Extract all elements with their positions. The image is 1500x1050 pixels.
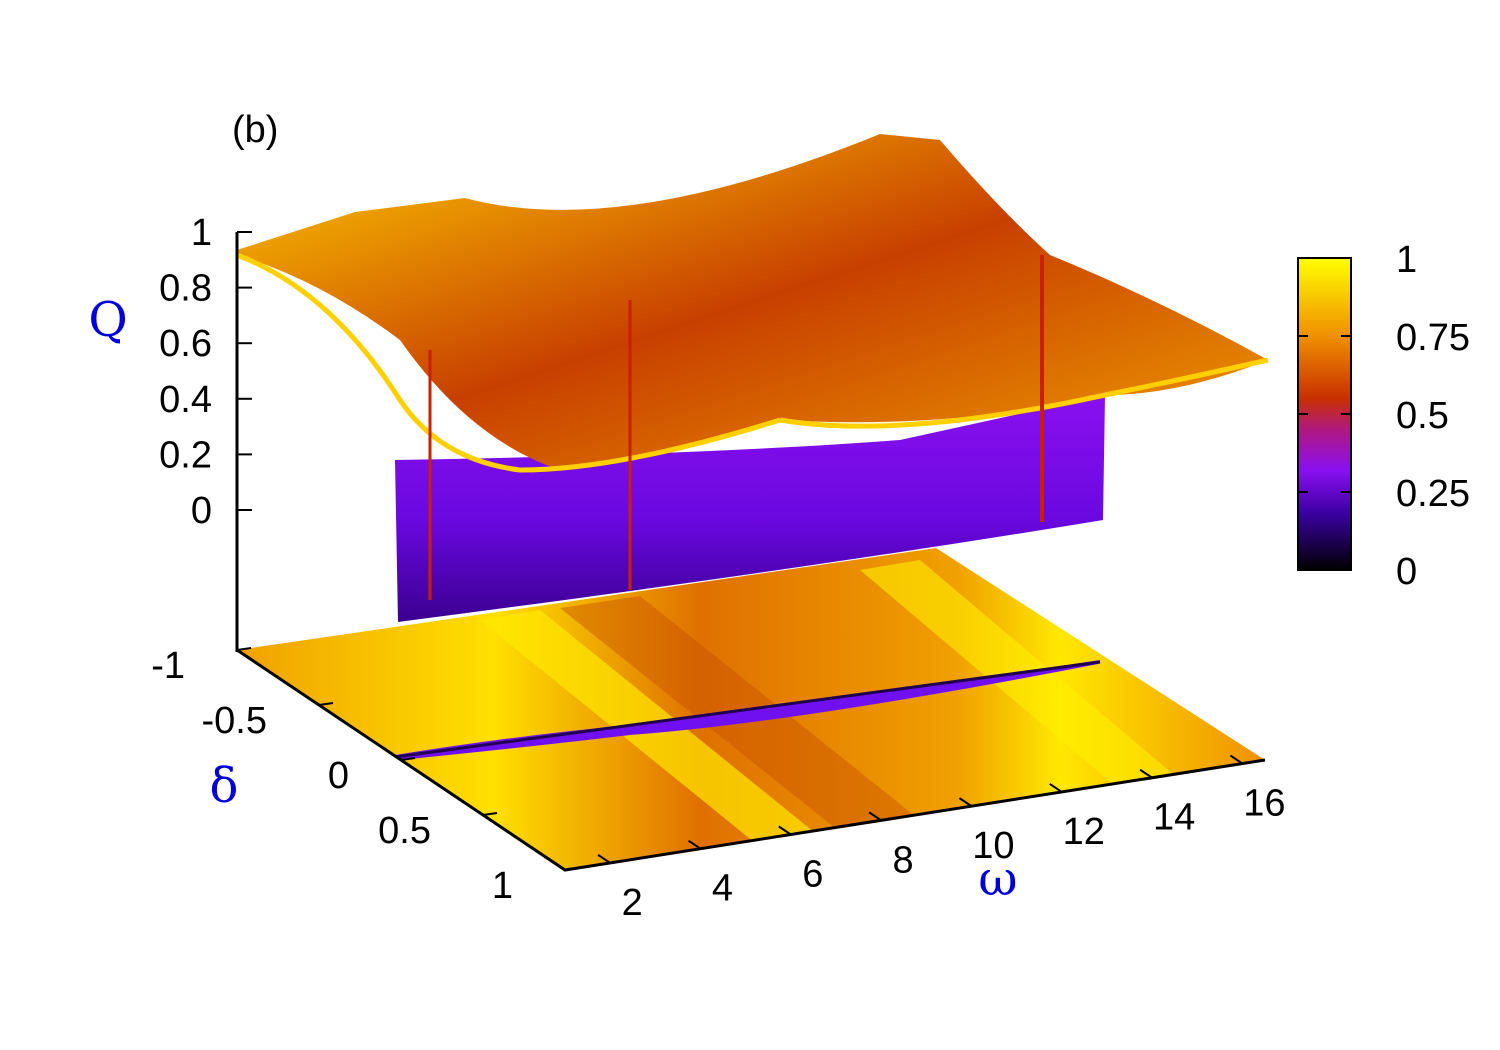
x-tick-label: 8 [893,839,914,881]
z-tick-label: 0.6 [159,323,212,365]
y-axis: -1 -0.5 0 0.5 1 δ [151,645,580,907]
z-tick-label: 0 [191,490,212,532]
x-tick-mark [778,825,792,836]
colorbar-tick-label: 0.25 [1396,473,1470,515]
x-tick-mark [1139,768,1153,779]
x-tick-mark [958,797,973,807]
y-tick-label: 0 [328,755,349,797]
surface-ridge [236,252,781,473]
z-tick-label: 0.8 [159,268,212,310]
x-tick-label: 14 [1153,797,1195,839]
y-tick-label: -0.5 [202,700,267,742]
colorbar: 0 0.25 0.5 0.75 1 [1297,239,1470,593]
surface-top [237,134,1268,470]
base-bands [394,560,1180,855]
z-tick-label: 0.4 [159,379,212,421]
panel-label: (b) [232,109,278,151]
surface-ridge [779,357,1269,429]
projection-plane [236,548,1266,872]
colorbar-tick-label: 1 [1396,239,1417,281]
x-tick-mark [687,839,702,850]
x-tick-label: 4 [712,868,733,910]
y-axis-label: δ [210,758,239,814]
minimum-line [394,660,1101,759]
minimum-ribbon [395,660,1100,760]
colorbar-tick-label: 0.75 [1396,317,1470,359]
y-tick-mark [236,647,252,651]
x-axis-label: ω [978,851,1017,907]
z-tick-label: 0.2 [159,434,212,476]
x-tick-label: 2 [622,882,643,924]
surface-3d [236,134,1269,622]
x-tick-mark [1049,783,1063,793]
y-tick-mark [564,867,580,871]
x-tick-label: 6 [802,854,823,896]
x-tick-mark [597,854,611,864]
y-tick-mark [400,757,416,761]
z-tick-label: 1 [191,212,212,254]
y-tick-label: -1 [151,645,185,687]
y-tick-label: 0.5 [378,810,431,852]
x-tick-label: 12 [1063,811,1105,853]
x-axis: 2 4 6 8 10 12 14 16 ω [597,754,1286,924]
colorbar-tick-label: 0.5 [1396,395,1449,437]
y-ticks: -1 -0.5 0 0.5 1 [151,645,580,907]
x-tick-mark [868,811,882,822]
y-tick-mark [482,812,498,816]
surface-front-wall [395,395,1105,622]
colorbar-tick-label: 0 [1396,551,1417,593]
colorbar-ticks: 0 0.25 0.5 0.75 1 [1298,239,1470,593]
x-ticks: 2 4 6 8 10 12 14 16 [597,754,1286,924]
y-tick-mark [318,702,334,706]
y-tick-label: 1 [492,865,513,907]
z-ticks: 0 0.2 0.4 0.6 0.8 1 [159,212,252,532]
z-axis: 0 0.2 0.4 0.6 0.8 1 Q [88,212,252,652]
x-tick-mark [1229,754,1243,765]
x-tick-label: 16 [1243,783,1285,825]
z-axis-label: Q [88,292,127,348]
x-tick-label: 10 [972,825,1014,867]
